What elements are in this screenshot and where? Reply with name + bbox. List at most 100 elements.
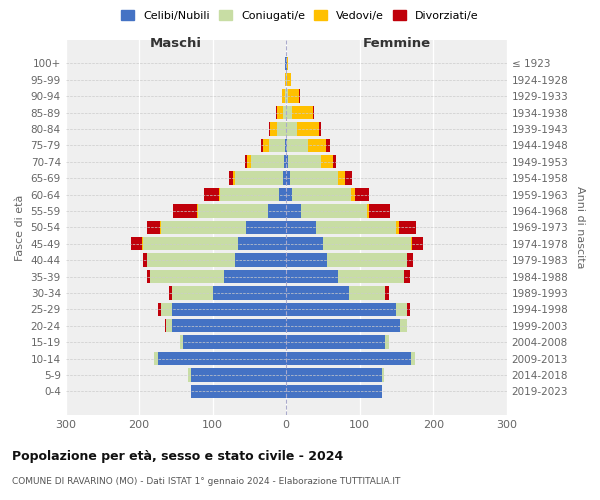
Bar xyxy=(397,302,407,316)
Bar xyxy=(146,270,150,283)
Bar xyxy=(349,286,385,300)
Bar xyxy=(286,204,301,218)
Bar xyxy=(299,90,300,103)
Bar xyxy=(246,220,286,234)
Bar xyxy=(247,155,251,168)
Bar xyxy=(188,368,191,382)
Bar xyxy=(283,106,286,120)
Bar xyxy=(191,368,286,382)
Bar xyxy=(173,204,197,218)
Bar xyxy=(286,155,289,168)
Legend: Celibi/Nubili, Coniugati/e, Vedovi/e, Divorziati/e: Celibi/Nubili, Coniugati/e, Vedovi/e, Di… xyxy=(117,6,483,25)
Bar xyxy=(224,270,286,283)
Bar xyxy=(142,237,143,250)
Bar xyxy=(233,172,235,185)
Bar xyxy=(326,254,407,267)
Bar xyxy=(345,172,352,185)
Bar xyxy=(158,352,286,366)
Bar xyxy=(332,155,336,168)
Text: Popolazione per età, sesso e stato civile - 2024: Popolazione per età, sesso e stato civil… xyxy=(12,450,343,463)
Bar xyxy=(198,204,268,218)
Bar xyxy=(286,270,338,283)
Bar xyxy=(411,237,412,250)
Bar xyxy=(286,73,287,86)
Bar xyxy=(235,172,283,185)
Bar xyxy=(407,302,410,316)
Bar xyxy=(179,336,183,349)
Bar xyxy=(161,220,246,234)
Bar xyxy=(289,155,322,168)
Bar xyxy=(286,56,287,70)
Bar xyxy=(338,270,404,283)
Bar xyxy=(308,138,326,152)
Bar xyxy=(150,270,224,283)
Bar xyxy=(286,138,287,152)
Bar xyxy=(251,155,284,168)
Bar xyxy=(313,106,314,120)
Bar xyxy=(289,90,299,103)
Bar xyxy=(277,106,283,120)
Text: Maschi: Maschi xyxy=(150,37,202,50)
Bar xyxy=(269,122,270,136)
Y-axis label: Anni di nascita: Anni di nascita xyxy=(575,186,585,268)
Bar xyxy=(286,336,385,349)
Bar xyxy=(286,188,292,202)
Bar xyxy=(290,172,338,185)
Bar xyxy=(367,204,369,218)
Bar xyxy=(166,319,172,332)
Bar xyxy=(238,237,286,250)
Bar xyxy=(276,106,277,120)
Bar xyxy=(261,138,263,152)
Bar xyxy=(407,254,413,267)
Bar xyxy=(287,56,289,70)
Bar xyxy=(412,237,423,250)
Bar xyxy=(322,155,332,168)
Bar xyxy=(282,90,285,103)
Bar xyxy=(143,237,238,250)
Bar xyxy=(286,352,411,366)
Bar xyxy=(286,90,289,103)
Bar xyxy=(301,204,367,218)
Bar xyxy=(286,368,382,382)
Bar xyxy=(355,188,369,202)
Bar xyxy=(268,204,286,218)
Bar xyxy=(284,155,286,168)
Bar xyxy=(183,336,286,349)
Text: Femmine: Femmine xyxy=(362,37,431,50)
Bar xyxy=(286,237,323,250)
Bar xyxy=(169,286,172,300)
Bar xyxy=(146,220,160,234)
Bar xyxy=(323,237,411,250)
Bar xyxy=(160,220,161,234)
Bar xyxy=(218,188,220,202)
Bar xyxy=(338,172,345,185)
Bar xyxy=(286,220,316,234)
Bar xyxy=(292,106,313,120)
Bar xyxy=(369,204,390,218)
Bar xyxy=(279,188,286,202)
Bar xyxy=(385,286,389,300)
Bar xyxy=(197,204,198,218)
Bar xyxy=(154,352,158,366)
Y-axis label: Fasce di età: Fasce di età xyxy=(15,194,25,260)
Bar xyxy=(286,319,400,332)
Bar xyxy=(245,155,247,168)
Bar xyxy=(286,254,326,267)
Bar xyxy=(158,302,161,316)
Bar xyxy=(172,286,212,300)
Bar xyxy=(146,254,235,267)
Bar xyxy=(297,122,319,136)
Bar xyxy=(172,302,286,316)
Bar xyxy=(398,220,416,234)
Bar xyxy=(287,73,290,86)
Bar xyxy=(165,319,166,332)
Bar xyxy=(382,368,384,382)
Bar xyxy=(270,122,277,136)
Bar xyxy=(283,172,286,185)
Bar xyxy=(286,122,297,136)
Bar xyxy=(316,220,397,234)
Bar xyxy=(287,138,308,152)
Bar xyxy=(319,122,322,136)
Bar xyxy=(220,188,279,202)
Bar xyxy=(286,106,292,120)
